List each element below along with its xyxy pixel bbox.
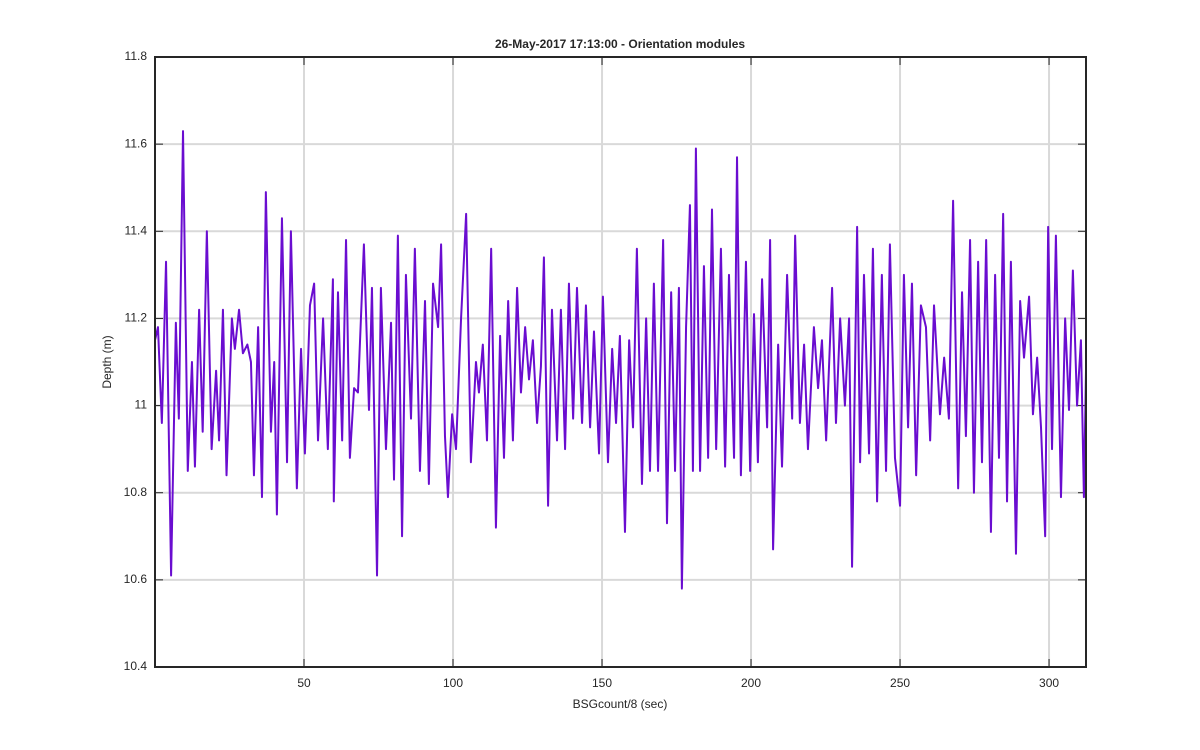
y-axis-label: Depth (m): [100, 335, 114, 388]
y-tick-label: 10.6: [124, 572, 148, 586]
x-tick-label: 150: [592, 676, 612, 690]
y-tick-label: 11: [135, 398, 148, 412]
y-tick-label: 10.8: [124, 485, 148, 499]
x-tick-label: 100: [443, 676, 463, 690]
x-tick-label: 200: [741, 676, 761, 690]
data-line: [154, 130, 1087, 590]
x-tick-label: 250: [890, 676, 910, 690]
y-tick-label: 11.4: [125, 223, 148, 237]
y-tick-label: 10.4: [124, 659, 148, 673]
x-tick-label: 50: [297, 676, 311, 690]
y-tick-label: 11.8: [125, 49, 148, 63]
x-tick-label: 300: [1039, 676, 1059, 690]
x-axis-label: BSGcount/8 (sec): [573, 697, 668, 711]
axes-box: [154, 56, 1087, 668]
y-tick-label: 11.2: [125, 311, 148, 325]
y-tick-label: 11.6: [125, 136, 148, 150]
chart-title: 26-May-2017 17:13:00 - Orientation modul…: [495, 37, 745, 51]
